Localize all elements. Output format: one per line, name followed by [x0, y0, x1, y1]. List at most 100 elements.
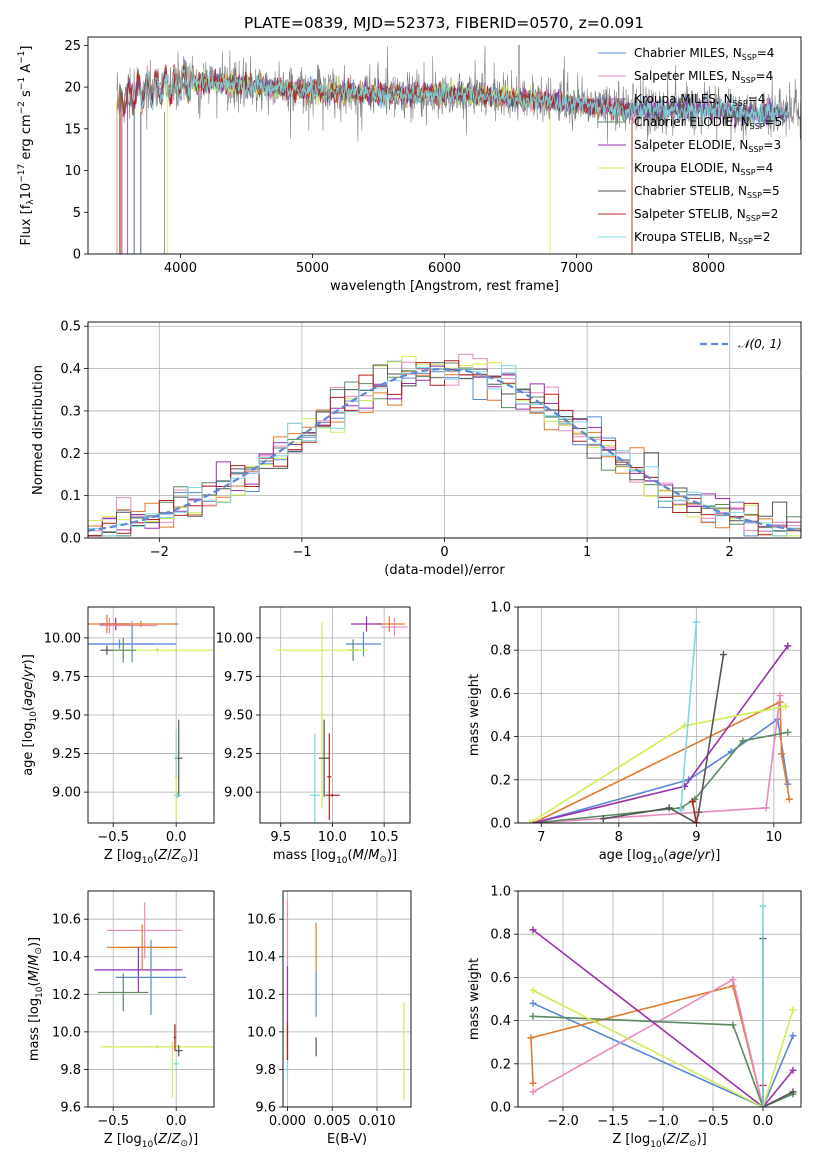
errorbar-point	[309, 733, 320, 823]
label-part: 10	[336, 856, 348, 866]
y-tick-label: 0.3	[60, 404, 81, 419]
label-part: Z	[157, 848, 168, 863]
label-part: age	[21, 682, 36, 706]
label-part: −1	[17, 77, 27, 90]
legend-tail: =4	[757, 46, 775, 60]
label-part: ⊙	[180, 1139, 188, 1149]
y-axis-label: mass weight	[467, 674, 482, 756]
weight-line	[532, 929, 794, 1107]
x-tick-label: 2	[726, 545, 734, 560]
label-part: 10	[650, 1140, 662, 1150]
y-tick-label: 0.6	[490, 971, 511, 986]
weight-series	[530, 698, 793, 823]
x-tick-label: −0.5	[697, 1114, 729, 1129]
weight-marker	[692, 819, 700, 823]
errorbar-point	[98, 973, 149, 1012]
x-tick-label: −1	[292, 545, 311, 560]
weight-marker	[789, 1088, 797, 1096]
x-tick-label: 0.0	[753, 1114, 774, 1129]
x-tick-label: 10.5	[370, 830, 399, 845]
weight-line	[532, 989, 794, 1107]
errorbar-point	[351, 616, 383, 632]
label-part: )]	[27, 937, 42, 947]
x-tick-label: 8	[615, 830, 623, 845]
label-part: /	[676, 1132, 681, 1147]
label-part: /	[364, 848, 369, 863]
x-tick-label: 0.0	[166, 1114, 187, 1129]
y-tick-label: 10.6	[52, 913, 81, 928]
axes-frame	[517, 890, 802, 1108]
legend-sub: SSP	[742, 53, 757, 62]
x-tick-label: 6000	[428, 261, 461, 276]
axes-frame	[87, 606, 215, 824]
label-part: (	[153, 848, 158, 863]
weight-marker	[529, 1088, 537, 1096]
x-axis-label: mass [log10(M/M⊙)]	[273, 848, 397, 866]
label-part: ⊙	[180, 855, 188, 865]
label-part: Z	[157, 1132, 168, 1147]
legend-entry: Chabrier ELODIE, NSSP=5	[634, 115, 782, 131]
label-part: ⊙	[689, 1139, 697, 1149]
x-tick-label: 9	[692, 830, 700, 845]
legend-tail: =2	[753, 230, 771, 244]
label-part: )]	[21, 654, 36, 664]
legend-text: Salpeter STELIB, N	[634, 207, 746, 221]
legend-tail: =3	[763, 138, 781, 152]
weight-marker	[729, 976, 737, 984]
y-tick-label: 20	[64, 81, 81, 96]
label-part: )]	[697, 1132, 707, 1147]
legend-text: Chabrier STELIB, N	[634, 184, 747, 198]
y-tick-label: 0.8	[490, 928, 511, 943]
label-part: age [log	[21, 723, 36, 776]
y-tick-label: 9.00	[52, 786, 81, 801]
age_vs_mass-plot-area	[275, 616, 408, 823]
errorbar-point	[88, 625, 177, 663]
label-part: /	[167, 1132, 172, 1147]
label-part: /	[167, 848, 172, 863]
y-tick-label: 10.0	[247, 1025, 276, 1040]
errorbar-point	[171, 1041, 174, 1098]
y-tick-label: 9.50	[52, 709, 81, 724]
label-part: mass [log	[273, 848, 336, 863]
label-part: s	[19, 90, 34, 101]
label-part: Z	[666, 1132, 677, 1147]
label-part: ⊙	[34, 947, 44, 955]
weight-marker	[759, 1103, 767, 1107]
axes-frame	[87, 36, 802, 255]
weight-marker	[527, 1034, 535, 1042]
y-tick-label: 0.4	[490, 1014, 511, 1029]
legend-entry: Salpeter MILES, NSSP=4	[634, 69, 773, 85]
y-tick-label: 9.6	[255, 1101, 276, 1116]
errorbar-point	[173, 1060, 179, 1068]
y-tick-label: 0.4	[60, 362, 81, 377]
y-tick-label: 0.5	[60, 320, 81, 335]
y-tick-label: 0.0	[60, 532, 81, 547]
y-tick-label: 9.50	[224, 709, 253, 724]
y-tick-label: 0.0	[490, 817, 511, 832]
y-axis-label: mass [log10(M/M⊙)]	[27, 937, 45, 1061]
legend-sub: SSP	[741, 168, 756, 177]
errorbar-point	[321, 622, 324, 808]
x-tick-label: 7	[537, 830, 545, 845]
label-part: M	[368, 848, 379, 863]
weight-marker	[789, 1032, 797, 1040]
legend-entry: Kroupa STELIB, NSSP=2	[634, 230, 771, 246]
legend-sub: SSP	[741, 76, 756, 85]
residuals-plot-area	[88, 353, 801, 537]
label-part: −2	[17, 101, 27, 114]
label-part: Z [log	[612, 1132, 650, 1147]
weight-marker	[729, 1021, 737, 1029]
residuals-panel: −2 −1 0 1 2 0.0 0.1 0.2 0.3 0.4 0.5 (data-model)/er…	[31, 320, 802, 578]
legend-tail: =4	[756, 69, 774, 83]
axes-frame	[517, 606, 802, 824]
label-part: M	[27, 970, 42, 981]
legend-entry: Kroupa MILES, NSSP=4	[634, 92, 765, 108]
label-part: ⊙	[379, 855, 387, 865]
label-part: 10	[652, 856, 664, 866]
errorbar-point	[173, 1024, 177, 1051]
label-part: Z	[171, 1132, 182, 1147]
weight-marker	[739, 737, 747, 745]
legend-sub: SSP	[733, 99, 748, 108]
y-tick-label: 10.6	[247, 913, 276, 928]
